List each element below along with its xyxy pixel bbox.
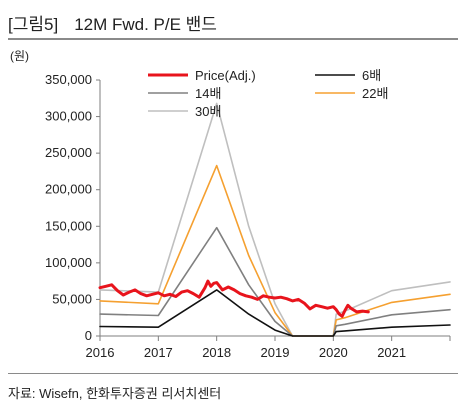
top-rule xyxy=(8,38,458,40)
legend-label: 22배 xyxy=(362,86,388,101)
legend: Price(Adj.) 6배 14배 22배 30배 xyxy=(148,68,388,119)
figure-title: 12M Fwd. P/E 밴드 xyxy=(74,15,217,34)
bottom-rule xyxy=(8,373,458,374)
y-axis-unit-label: (원) xyxy=(10,49,29,63)
y-tick-label: 200,000 xyxy=(45,182,92,197)
x-tick-label: 2018 xyxy=(202,345,231,360)
axes: 0 50,000 100,000 150,000 200,000 250,000 300,0… xyxy=(45,72,451,360)
y-tick-label: 350,000 xyxy=(45,72,92,87)
x-tick-label: 2016 xyxy=(86,345,115,360)
figure-title-block: [그림5] 12M Fwd. P/E 밴드 xyxy=(8,10,217,35)
legend-label: 30배 xyxy=(195,104,221,119)
legend-label: 14배 xyxy=(195,86,221,101)
legend-label: Price(Adj.) xyxy=(195,68,256,83)
y-tick-label: 250,000 xyxy=(45,145,92,160)
y-tick-label: 100,000 xyxy=(45,255,92,270)
series-line-0 xyxy=(98,279,370,318)
y-tick-label: 0 xyxy=(85,328,92,343)
x-tick-label: 2020 xyxy=(319,345,348,360)
x-tick-label: 2017 xyxy=(144,345,173,360)
x-tick-label: 2021 xyxy=(377,345,406,360)
series-line-2 xyxy=(99,226,451,337)
y-tick-label: 150,000 xyxy=(45,218,92,233)
series-lines xyxy=(98,102,451,337)
series-line-1 xyxy=(99,289,451,337)
y-tick-label: 300,000 xyxy=(45,109,92,124)
y-tick-label: 50,000 xyxy=(52,291,92,306)
series-line-3 xyxy=(99,164,451,337)
figure-number: [그림5] xyxy=(8,15,59,34)
legend-label: 6배 xyxy=(362,68,381,83)
source-note: 자료: Wisefn, 한화투자증권 리서치센터 xyxy=(8,386,222,401)
x-tick-label: 2019 xyxy=(261,345,290,360)
